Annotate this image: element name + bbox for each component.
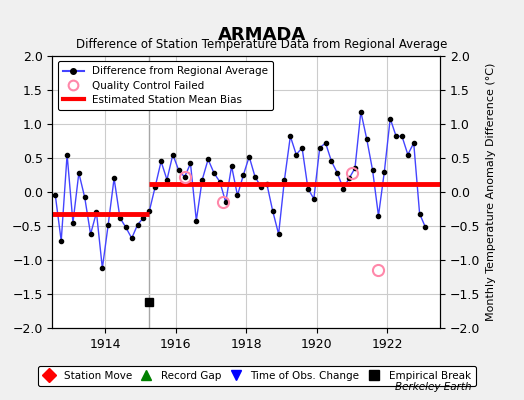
Difference from Regional Average: [52, 193, 59, 198]
Estimated Station Mean Bias: [49, 211, 56, 216]
Difference from Regional Average: [240, 172, 246, 177]
Difference from Regional Average: [211, 170, 217, 175]
Difference from Regional Average: [358, 109, 364, 114]
Difference from Regional Average: [99, 266, 105, 270]
Estimated Station Mean Bias: [146, 211, 152, 216]
Difference from Regional Average: [293, 152, 299, 157]
Text: Difference of Station Temperature Data from Regional Average: Difference of Station Temperature Data f…: [77, 38, 447, 51]
Text: Berkeley Earth: Berkeley Earth: [395, 382, 472, 392]
Line: Difference from Regional Average: Difference from Regional Average: [53, 110, 428, 270]
Difference from Regional Average: [105, 222, 111, 227]
Text: ARMADA: ARMADA: [218, 26, 306, 44]
Difference from Regional Average: [264, 182, 270, 186]
Y-axis label: Monthly Temperature Anomaly Difference (°C): Monthly Temperature Anomaly Difference (…: [486, 63, 496, 321]
Difference from Regional Average: [422, 225, 429, 230]
Difference from Regional Average: [299, 145, 305, 150]
Legend: Station Move, Record Gap, Time of Obs. Change, Empirical Break: Station Move, Record Gap, Time of Obs. C…: [38, 366, 476, 386]
Legend: Difference from Regional Average, Quality Control Failed, Estimated Station Mean: Difference from Regional Average, Qualit…: [58, 61, 273, 110]
